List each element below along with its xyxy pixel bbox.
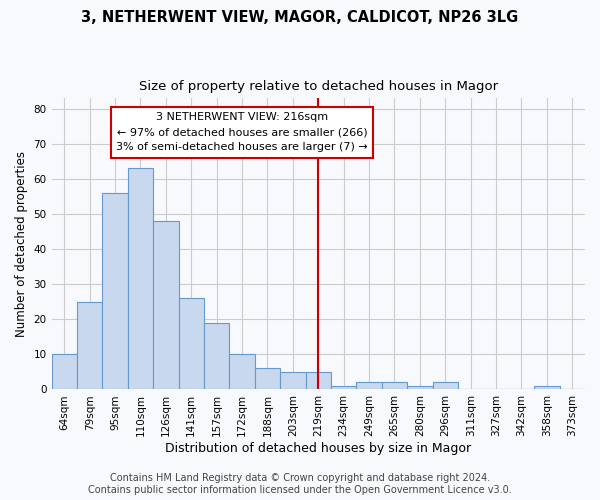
Bar (52, 354, 77, 390)
Bar (382, 382, 407, 390)
Bar (534, 386, 560, 390)
Bar (356, 382, 382, 390)
Bar (128, 168, 153, 390)
Y-axis label: Number of detached properties: Number of detached properties (15, 151, 28, 337)
Bar (255, 368, 280, 390)
Bar (153, 221, 179, 390)
Bar (77, 302, 103, 390)
Bar (179, 298, 204, 390)
Text: Contains HM Land Registry data © Crown copyright and database right 2024.
Contai: Contains HM Land Registry data © Crown c… (88, 474, 512, 495)
Bar (103, 193, 128, 390)
Bar (331, 386, 356, 390)
Bar (407, 386, 433, 390)
X-axis label: Distribution of detached houses by size in Magor: Distribution of detached houses by size … (165, 442, 472, 455)
Bar (305, 372, 331, 390)
Text: 3 NETHERWENT VIEW: 216sqm
← 97% of detached houses are smaller (266)
3% of semi-: 3 NETHERWENT VIEW: 216sqm ← 97% of detac… (116, 112, 368, 152)
Bar (280, 372, 305, 390)
Title: Size of property relative to detached houses in Magor: Size of property relative to detached ho… (139, 80, 498, 93)
Bar (433, 382, 458, 390)
Bar (229, 354, 255, 390)
Text: 3, NETHERWENT VIEW, MAGOR, CALDICOT, NP26 3LG: 3, NETHERWENT VIEW, MAGOR, CALDICOT, NP2… (82, 10, 518, 25)
Bar (204, 323, 229, 390)
